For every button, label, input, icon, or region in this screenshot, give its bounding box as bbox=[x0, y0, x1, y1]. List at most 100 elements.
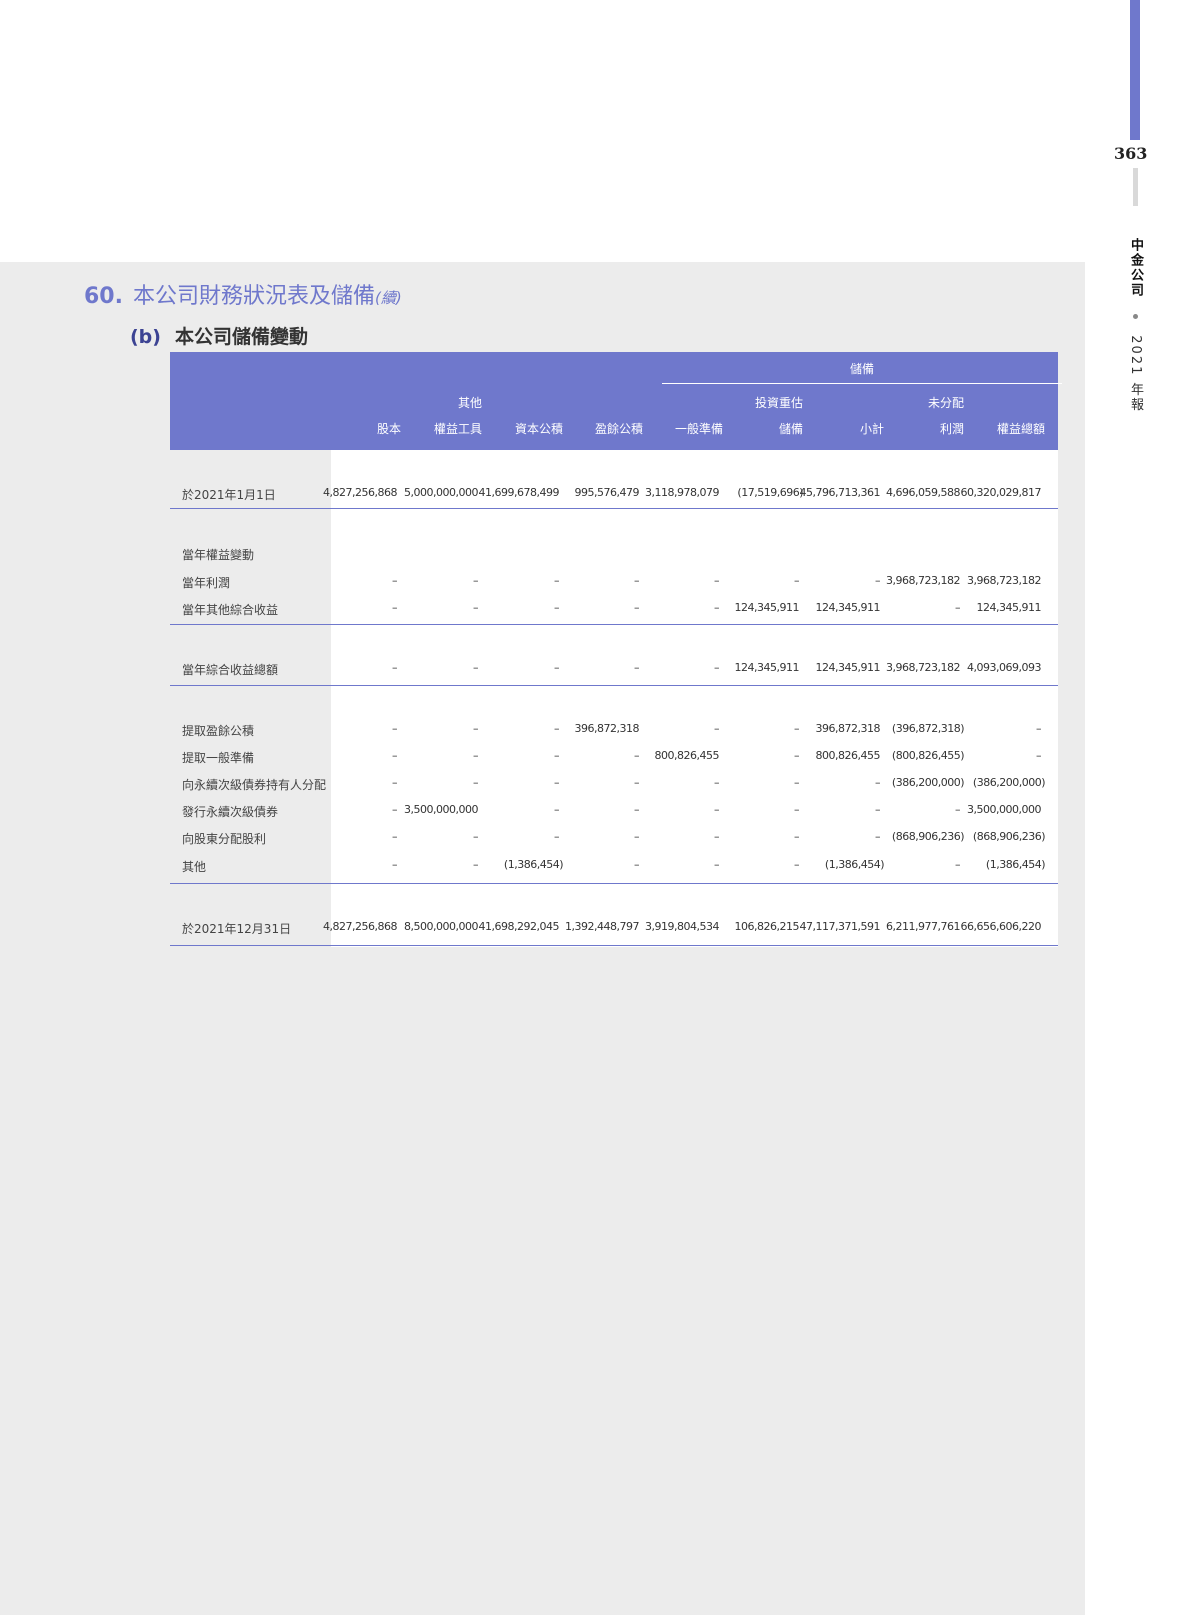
column-header: 一般準備 bbox=[674, 422, 723, 436]
row-label: 提取一般準備 bbox=[182, 751, 255, 765]
table-cell: – bbox=[473, 830, 479, 843]
table-values-background bbox=[331, 450, 1058, 947]
column-header: 未分配 bbox=[927, 396, 964, 410]
section-title-text: 本公司財務狀況表及儲備 bbox=[132, 284, 375, 309]
table-cell: (868,906,236) bbox=[891, 830, 965, 843]
table-row: 當年權益變動 bbox=[170, 546, 1058, 566]
table-cell: – bbox=[473, 858, 479, 871]
table-cell: – bbox=[714, 830, 720, 843]
table-cell: 4,093,069,093 bbox=[967, 661, 1041, 674]
table-cell: (1,386,454) bbox=[824, 858, 885, 871]
table-cell: – bbox=[634, 803, 640, 816]
table-cell: – bbox=[554, 722, 560, 735]
table-cell: – bbox=[875, 574, 881, 587]
table-row: 提取一般準備 – – – – 800,826,455 – 800,826,455 (800,82… bbox=[170, 749, 1058, 769]
table-cell: – bbox=[392, 858, 398, 871]
table-cell: – bbox=[794, 830, 800, 843]
table-header: 儲備 股本 其他 權益工具 資本公積 盈餘公積 一般準備 投資重估 儲備 小計 未分配 利潤 權益總額 bbox=[170, 352, 1062, 450]
table-cell: – bbox=[1036, 722, 1042, 735]
table-cell: 3,118,978,079 bbox=[645, 486, 719, 499]
table-cell: – bbox=[794, 574, 800, 587]
subsection-title-text: 本公司儲備變動 bbox=[174, 326, 308, 348]
table-row: 於2021年1月1日 4,827,256,868 5,000,000,000 41,6… bbox=[170, 486, 1058, 506]
table-row: 當年其他綜合收益 – – – – – 124,345,911 124,345,911 – 124,… bbox=[170, 601, 1058, 621]
table-cell: – bbox=[392, 574, 398, 587]
page-accent-bar bbox=[1130, 0, 1140, 140]
table-cell: 124,345,911 bbox=[734, 661, 800, 674]
table-cell: 4,827,256,868 bbox=[323, 486, 397, 499]
table-cell: 995,576,479 bbox=[574, 486, 640, 499]
table-cell: – bbox=[473, 749, 479, 762]
table-cell: 396,872,318 bbox=[815, 722, 881, 735]
table-cell: 8,500,000,000 bbox=[404, 920, 478, 933]
table-cell: 66,656,606,220 bbox=[960, 920, 1042, 933]
table-cell: – bbox=[794, 776, 800, 789]
table-cell: (396,872,318) bbox=[891, 722, 965, 735]
table-cell: 124,345,911 bbox=[815, 661, 881, 674]
column-header: 小計 bbox=[859, 422, 884, 436]
table-row: 於2021年12月31日 4,827,256,868 8,500,000,000 41… bbox=[170, 920, 1058, 940]
group-header-rule bbox=[662, 383, 1062, 384]
column-header: 股本 bbox=[376, 422, 401, 436]
table-cell: – bbox=[634, 749, 640, 762]
table-row: 其他 – – (1,386,454) – – – (1,386,454) – (1,386,454… bbox=[170, 858, 1058, 878]
table-cell: 41,699,678,499 bbox=[478, 486, 560, 499]
table-cell: – bbox=[554, 749, 560, 762]
row-label: 當年利潤 bbox=[182, 576, 231, 590]
column-header: 資本公積 bbox=[514, 422, 563, 436]
table-cell: (1,386,454) bbox=[985, 858, 1046, 871]
table-cell: – bbox=[714, 776, 720, 789]
table-cell: 124,345,911 bbox=[815, 601, 881, 614]
table-cell: 47,117,371,591 bbox=[799, 920, 881, 933]
table-cell: – bbox=[634, 858, 640, 871]
table-cell: 106,826,215 bbox=[734, 920, 800, 933]
table-cell: 60,320,029,817 bbox=[960, 486, 1042, 499]
report-name: 2021 年報 bbox=[1128, 335, 1143, 413]
table-cell: – bbox=[794, 803, 800, 816]
table-cell: – bbox=[634, 661, 640, 674]
table-cell: – bbox=[634, 776, 640, 789]
table-cell: 800,826,455 bbox=[815, 749, 881, 762]
table-cell: – bbox=[1036, 749, 1042, 762]
table-cell: 5,000,000,000 bbox=[404, 486, 478, 499]
table-cell: – bbox=[392, 722, 398, 735]
row-label: 於2021年12月31日 bbox=[182, 922, 292, 936]
table-cell: – bbox=[554, 574, 560, 587]
table-cell: – bbox=[634, 574, 640, 587]
row-label: 當年權益變動 bbox=[182, 548, 255, 562]
reserves-group-header: 儲備 bbox=[849, 362, 874, 376]
table-cell: – bbox=[554, 601, 560, 614]
row-divider bbox=[170, 624, 1058, 625]
table-row: 發行永續次級債券 –3,500,000,000– – – – – –3,500,000,00… bbox=[170, 803, 1058, 823]
column-header: 儲備 bbox=[778, 422, 803, 436]
bullet-dot-icon bbox=[1132, 314, 1138, 320]
section-number: 60. bbox=[84, 284, 123, 309]
table-cell: – bbox=[714, 722, 720, 735]
row-label: 發行永續次級債券 bbox=[182, 805, 279, 819]
row-label: 於2021年1月1日 bbox=[182, 488, 276, 502]
table-cell: – bbox=[554, 776, 560, 789]
column-header: 利潤 bbox=[939, 422, 964, 436]
table-row: 向股東分配股利 – – – – – – – (868,906,236) (868,906,236) bbox=[170, 830, 1058, 850]
column-header: 投資重估 bbox=[754, 396, 803, 410]
row-label: 向永續次級債券持有人分配 bbox=[182, 778, 327, 792]
table-row: 提取盈餘公積 – – – 396,872,318 – – 396,872,318 (396,87… bbox=[170, 722, 1058, 742]
table-row: 當年利潤 – – – – – – –3,968,723,182 3,968,723,182 bbox=[170, 574, 1058, 594]
table-cell: 396,872,318 bbox=[574, 722, 640, 735]
table-cell: 3,968,723,182 bbox=[886, 661, 960, 674]
table-cell: – bbox=[875, 830, 881, 843]
table-cell: – bbox=[794, 722, 800, 735]
table-cell: – bbox=[554, 803, 560, 816]
table-cell: 800,826,455 bbox=[654, 749, 720, 762]
table-cell: – bbox=[794, 749, 800, 762]
table-cell: – bbox=[955, 803, 961, 816]
table-cell: 45,796,713,361 bbox=[799, 486, 881, 499]
table-cell: 4,696,059,588 bbox=[886, 486, 960, 499]
table-cell: – bbox=[794, 858, 800, 871]
row-label: 當年綜合收益總額 bbox=[182, 663, 279, 677]
table-cell: – bbox=[392, 776, 398, 789]
page-number: 363 bbox=[1114, 144, 1148, 163]
table-cell: – bbox=[714, 661, 720, 674]
table-cell: – bbox=[955, 858, 961, 871]
table-cell: 3,968,723,182 bbox=[967, 574, 1041, 587]
